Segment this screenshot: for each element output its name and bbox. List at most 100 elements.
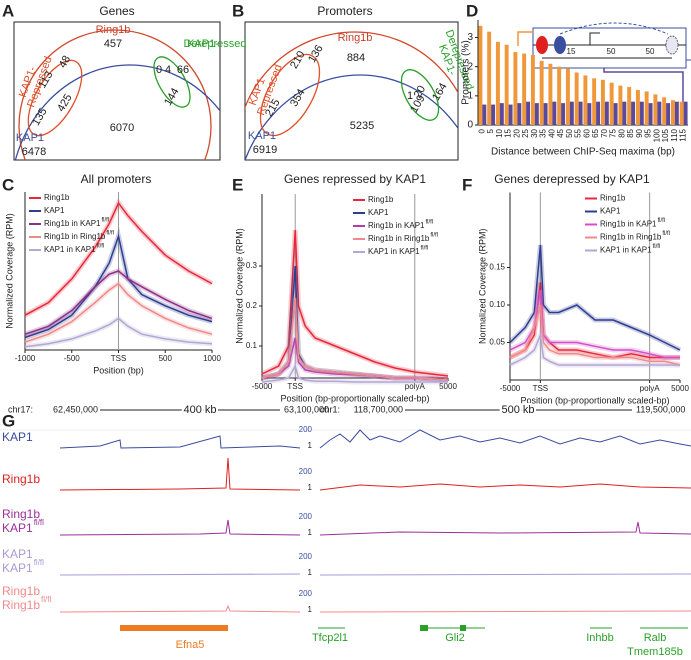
x-tick-label: 110 (670, 128, 679, 141)
legend-label: Ring1b in KAP1 (44, 219, 101, 228)
track-label: Ring1b (2, 507, 40, 521)
inset-arrow (517, 31, 533, 46)
x-tick-label: 5 (486, 128, 495, 133)
venn-count: 425 (55, 92, 75, 114)
x-tick-label: TSS (533, 384, 549, 393)
venn-count: 6919 (253, 144, 277, 156)
x-tick-label: 60 (582, 128, 591, 137)
legend-sup: fl/fl (425, 220, 433, 226)
series-line (509, 244, 681, 351)
y-axis-title: Normalized Coverage (RPM) (234, 228, 244, 344)
bar (618, 85, 623, 125)
bar (548, 63, 553, 125)
derepressed-ellipse (400, 69, 440, 121)
legend-label: Ring1b in Ring1b (600, 233, 662, 242)
venn-count: 0 (156, 64, 162, 76)
scale-min: 1 (308, 441, 313, 450)
bar (622, 101, 627, 125)
x-axis-title: Distance between ChIP-Seq maxima (bp) (491, 147, 675, 158)
gene-exons (420, 625, 428, 631)
ring1b-oval (536, 36, 548, 54)
series-line (24, 270, 213, 335)
venn-title: Promoters (317, 4, 372, 18)
y-axis-title: Normalized Coverage (RPM) (4, 213, 14, 329)
bar (609, 82, 614, 125)
inset-diagram (517, 22, 691, 105)
legend-sup: fl/fl (653, 244, 661, 250)
venn-count: 884 (347, 52, 365, 64)
y-tick-label: 0.05 (489, 338, 505, 347)
tss-arrow (589, 32, 600, 45)
legend-label: Ring1b in KAP1 (600, 220, 657, 229)
track-sup: fl/fl (34, 558, 44, 567)
bar (583, 75, 588, 125)
bar (587, 103, 592, 125)
bar (596, 101, 601, 125)
legend-label: Ring1b (368, 195, 394, 204)
chrom-label: chr1: (320, 404, 340, 414)
x-tick-label: TSS (111, 354, 127, 363)
x-tick-label: 0 (477, 128, 486, 133)
bar (604, 101, 609, 125)
legend-sup: fl/fl (657, 218, 665, 224)
repressed-ellipse (259, 53, 321, 137)
scale-min: 1 (308, 483, 313, 492)
venn-count: 354 (288, 87, 308, 109)
venn-count: 136 (306, 43, 326, 65)
bar (482, 104, 487, 125)
scale-label: 500 kb (501, 404, 534, 416)
x-tick-label: 20 (512, 128, 521, 137)
bar (683, 101, 688, 125)
bar (592, 78, 597, 125)
signal (59, 573, 301, 576)
venn-count: 6070 (110, 122, 134, 134)
venn-count: 164 (430, 81, 450, 103)
track-sup: fl/fl (41, 595, 51, 604)
bar (670, 100, 675, 125)
x-tick-label: -500 (64, 354, 81, 363)
signal (59, 457, 301, 491)
chart-title: All promoters (81, 172, 152, 186)
panel-label: A (2, 1, 14, 20)
y-tick-label: 0.3 (246, 261, 258, 270)
bar (613, 103, 618, 125)
inset-label: 50 (607, 47, 616, 56)
gene-label: Tmem185b (627, 646, 683, 658)
series-line (261, 364, 448, 383)
dashed-arc (559, 22, 669, 35)
signal (59, 604, 301, 613)
y-tick-label: 0.1 (246, 341, 258, 350)
venn-count: 66 (177, 64, 189, 76)
x-axis-title: Position (bp-proportionally scaled-bp) (520, 395, 669, 405)
set-label: KAP1 (16, 132, 44, 144)
legend-label: KAP1 (44, 206, 65, 215)
bar (517, 103, 522, 125)
venn-count: 20 (412, 84, 429, 101)
gene-label: Inhbb (586, 632, 614, 644)
scale-max: 200 (299, 589, 313, 598)
bar (552, 101, 557, 125)
x-axis-title: Position (bp-proportionally scaled-bp) (280, 393, 429, 403)
series-line (24, 233, 213, 339)
legend-sup: fl/fl (97, 244, 105, 250)
bar (478, 25, 483, 125)
x-tick-label: 65 (591, 128, 600, 137)
venn-count: 457 (104, 38, 122, 50)
venn-count: 144 (162, 86, 182, 108)
bar (644, 91, 649, 125)
x-tick-label: 25 (521, 128, 530, 137)
signal (319, 429, 691, 449)
signal (319, 610, 691, 613)
chart-title: Genes derepressed by KAP1 (494, 172, 650, 186)
gene-label: Efna5 (176, 639, 205, 651)
legend-label: Ring1b in Ring1b (368, 234, 430, 243)
scale-max: 200 (299, 552, 313, 561)
series-line (24, 282, 213, 343)
x-tick-label: 5000 (439, 382, 457, 391)
bar (530, 55, 535, 125)
set-label: Derepressed (184, 38, 247, 50)
bar (662, 97, 667, 125)
panel-label: G (2, 411, 15, 430)
y-axis-title: Promoters (%) (461, 40, 472, 104)
